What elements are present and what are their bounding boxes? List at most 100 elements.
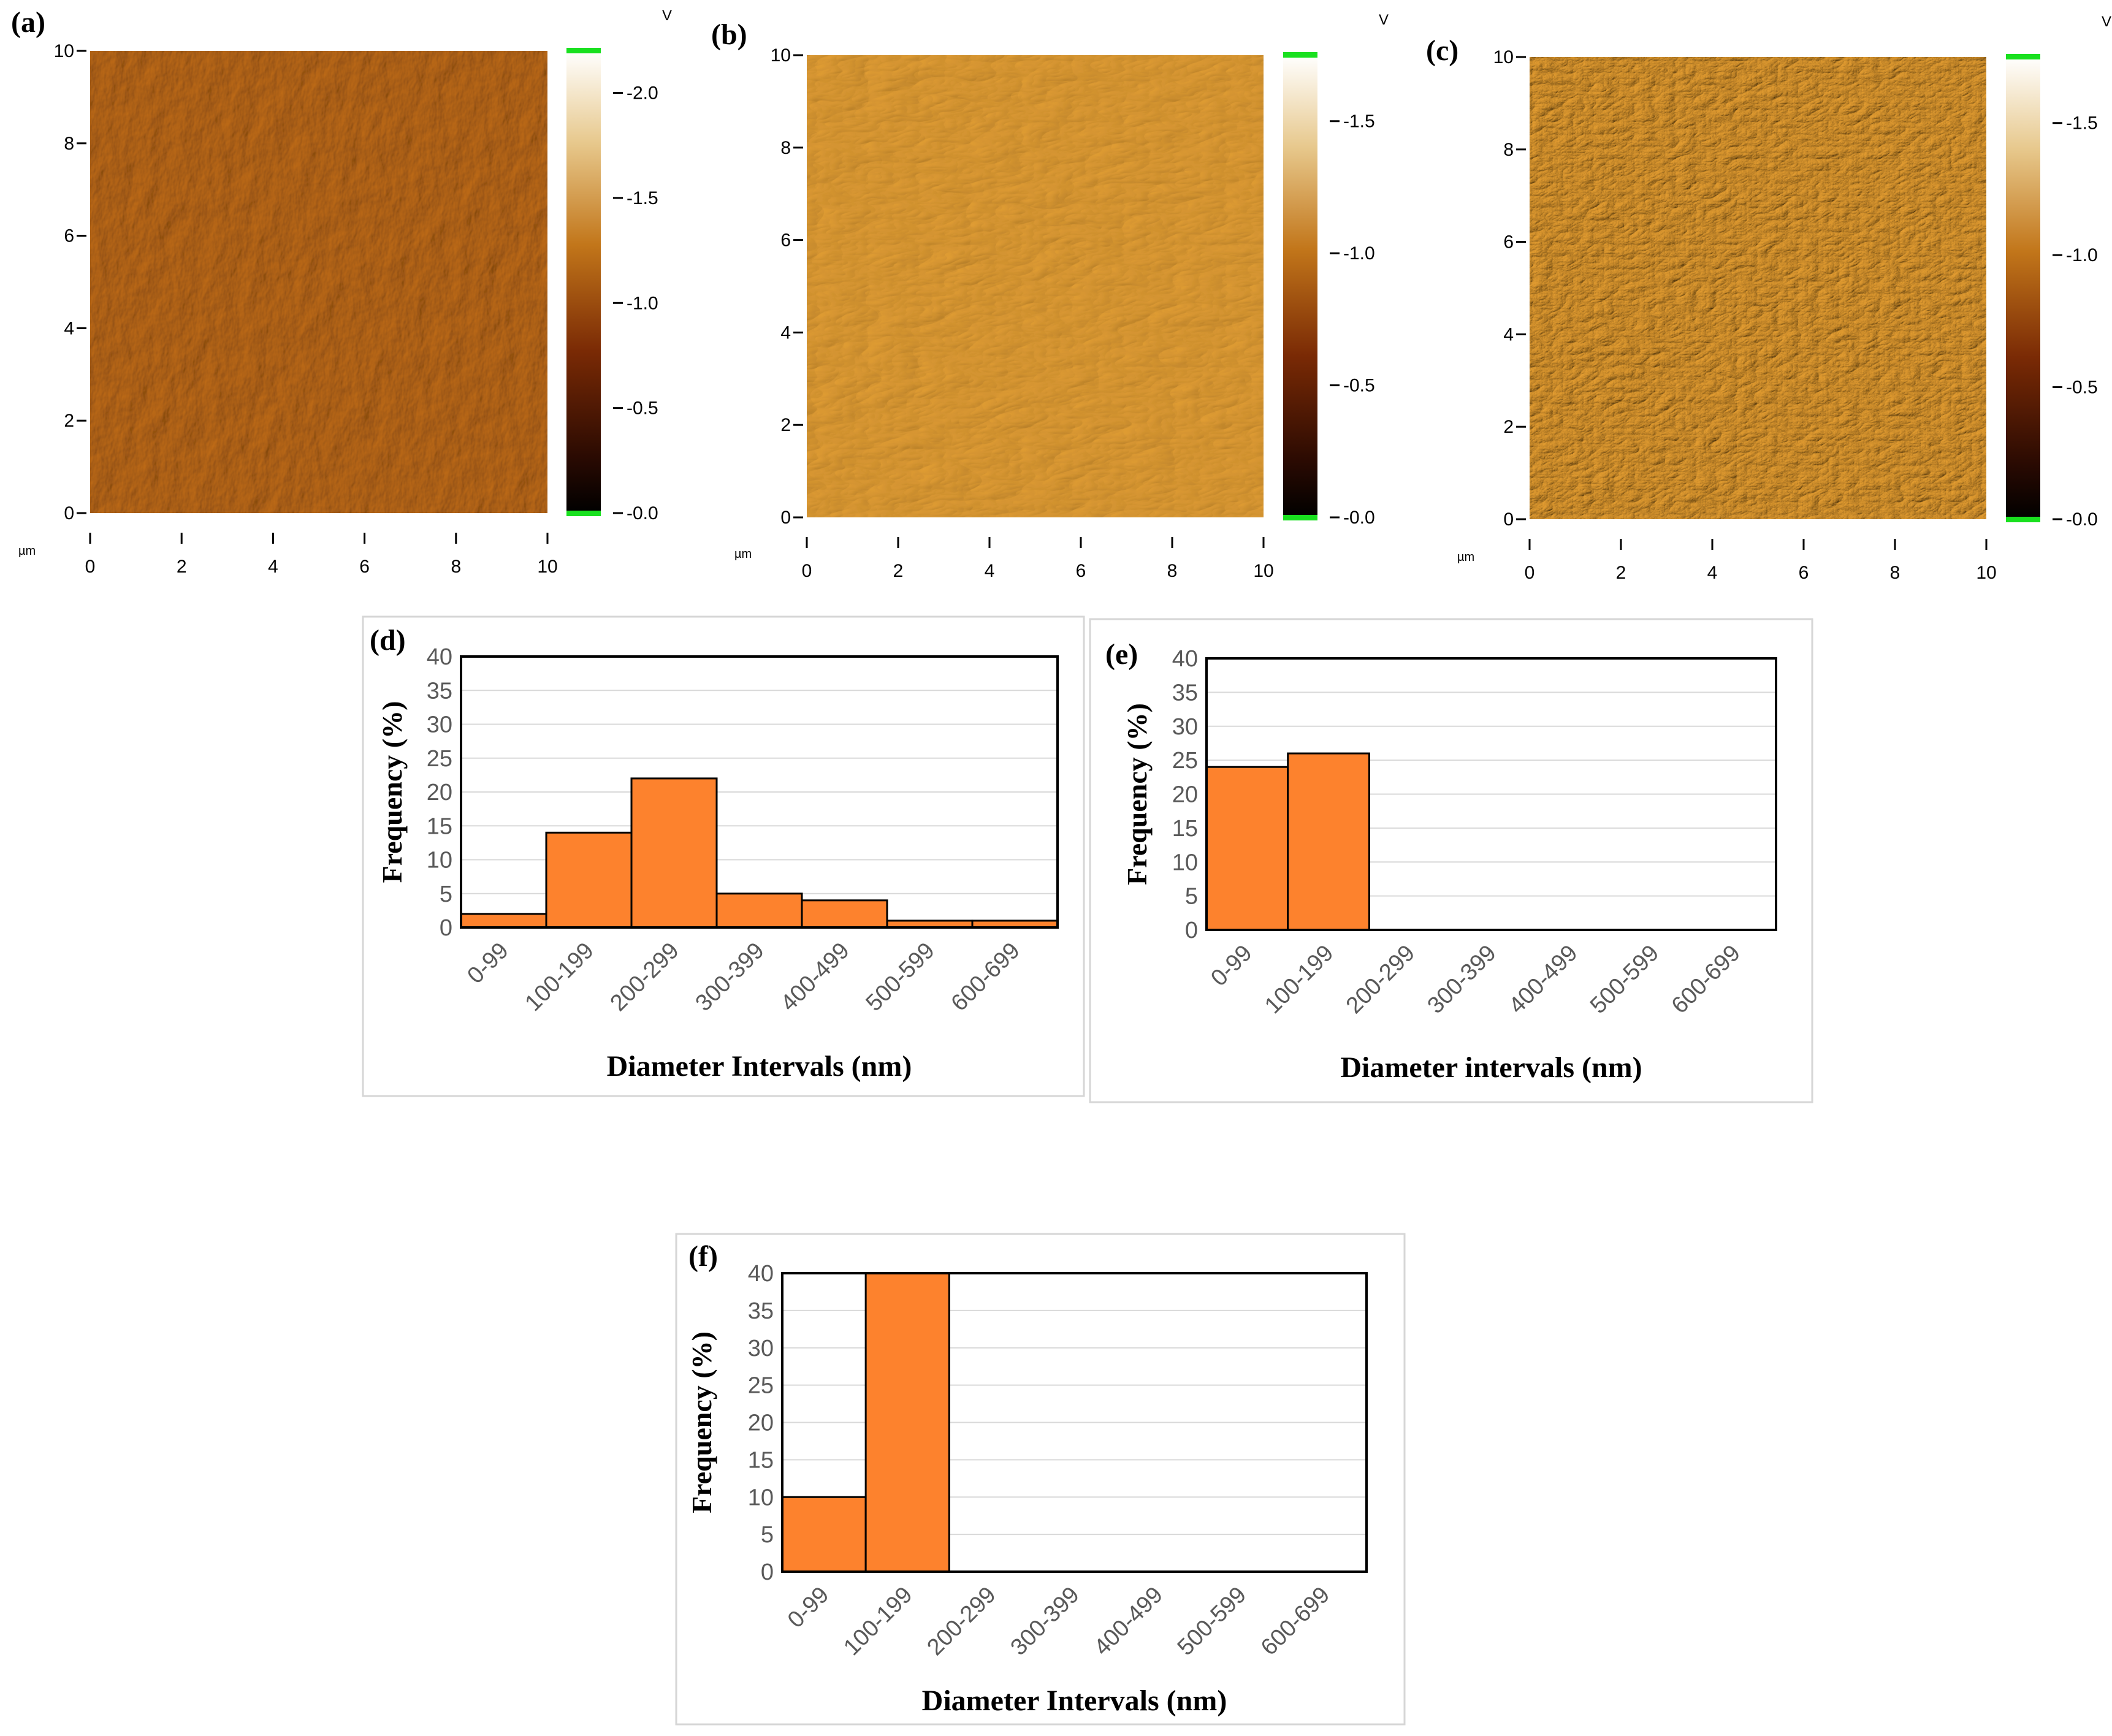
x-tick-label: 600-699 (1667, 940, 1745, 1019)
bar-0-99 (1205, 766, 1289, 931)
y-tick-label: 0 (761, 1559, 774, 1585)
colorbar-tick-label: -1.5 (1343, 112, 1375, 132)
bar-200-299 (630, 777, 718, 929)
x-tick-label: 300-399 (1006, 1582, 1085, 1661)
histogram-d-frame (362, 615, 1085, 1097)
y-tick-label: 0 (64, 503, 74, 523)
y-tick-label: 6 (64, 226, 74, 246)
colorbar-tick-label: -1.0 (2066, 245, 2098, 265)
colorbar-unit: V (1379, 12, 1389, 28)
y-tick-label: 6 (1503, 232, 1514, 253)
colorbar (2006, 57, 2040, 519)
y-tick-label: 2 (64, 411, 74, 431)
y-tick-label: 25 (748, 1373, 774, 1399)
colorbar-tick-label: -0.5 (627, 398, 658, 419)
x-tick-label: 400-499 (1504, 940, 1582, 1019)
plot-area-frame (1205, 657, 1777, 931)
afm-panel-a: (a) 0 2 4 6 8 10 0 2 4 6 8 10 µm V -2.0 -1.5 -1.0 -0.5 -0.0 (11, 6, 672, 577)
x-tick-label: 8 (1167, 561, 1178, 581)
x-axis-label: Diameter intervals (nm) (1340, 1051, 1642, 1084)
y-tick-label: 2 (1503, 417, 1514, 437)
x-tick-label: 4 (1707, 563, 1718, 583)
colorbar (1283, 55, 1317, 517)
y-tick-label: 0 (1185, 918, 1198, 943)
colorbar-min-marker (566, 511, 601, 516)
x-tick-label: 2 (893, 561, 904, 581)
x-tick-label: 500-599 (1173, 1582, 1251, 1661)
histogram-e-frame (1089, 618, 1813, 1103)
bar-0-99 (781, 1496, 867, 1573)
x-tick-label: 6 (1799, 563, 1809, 583)
x-tick-label: 300-399 (1423, 940, 1501, 1019)
afm-image (807, 55, 1264, 517)
x-tick-label: 6 (1076, 561, 1086, 581)
x-axis-label: Diameter Intervals (nm) (922, 1685, 1227, 1717)
afm-image (1530, 57, 1986, 519)
colorbar-min-marker (1283, 515, 1317, 520)
colorbar-tick-label: -0.0 (1343, 508, 1375, 528)
colorbar-tick-label: -1.0 (627, 293, 658, 313)
y-tick-label: 8 (64, 134, 74, 154)
y-tick-label: 10 (1172, 850, 1198, 875)
colorbar-tick-label: -0.5 (1343, 376, 1375, 396)
colorbar-tick-label: -0.0 (2066, 509, 2098, 530)
y-tick-label: 40 (427, 644, 452, 670)
colorbar (566, 51, 601, 513)
bar-100-199 (864, 1272, 950, 1573)
x-tick-label: 500-599 (1585, 940, 1664, 1019)
y-axis-label: Frequency (%) (686, 1331, 717, 1513)
bar-100-199 (545, 831, 633, 929)
colorbar-tick-label: -0.0 (627, 503, 658, 523)
axis-unit: µm (1457, 550, 1474, 564)
bar-300-399 (715, 893, 803, 929)
x-tick-label: 300-399 (691, 938, 769, 1016)
x-tick-label: 0 (802, 561, 812, 581)
x-tick-label: 2 (1616, 563, 1626, 583)
y-tick-label: 30 (748, 1336, 774, 1361)
bar-100-199 (1287, 752, 1370, 931)
y-tick-label: 5 (1185, 884, 1198, 910)
x-tick-label: 0-99 (462, 938, 513, 989)
y-tick-label: 35 (1172, 680, 1198, 706)
colorbar-max-marker (566, 48, 601, 53)
x-tick-label: 10 (1253, 561, 1273, 581)
y-tick-label: 6 (780, 230, 791, 251)
y-tick-label: 2 (780, 415, 791, 435)
y-axis-label: Frequency (%) (1121, 703, 1153, 885)
colorbar-tick-label: -0.5 (2066, 378, 2098, 398)
x-tick-label: 0 (85, 557, 96, 577)
panel-label: (f) (688, 1240, 718, 1273)
y-tick-label: 10 (427, 848, 452, 874)
x-tick-label: 2 (177, 557, 187, 577)
x-tick-label: 10 (1976, 563, 1996, 583)
afm-panel-c: (c) 0 2 4 6 8 10 0 2 4 6 8 10 µm V -1.5 -1.0 -0.5 -0.0 (1426, 13, 2111, 583)
plot-area-frame (460, 655, 1059, 929)
x-tick-label: 0-99 (1206, 940, 1257, 991)
x-tick-label: 400-499 (776, 938, 855, 1016)
panel-label: (a) (11, 6, 45, 39)
y-axis-label: Frequency (%) (376, 701, 408, 883)
bar-400-499 (801, 899, 888, 929)
y-tick-label: 5 (440, 881, 452, 907)
x-tick-label: 600-699 (1256, 1582, 1335, 1661)
y-tick-label: 30 (427, 712, 452, 738)
x-tick-label: 4 (268, 557, 278, 577)
afm-image (90, 51, 547, 513)
x-tick-label: 4 (985, 561, 995, 581)
x-tick-label: 100-199 (839, 1582, 917, 1661)
y-tick-label: 15 (427, 813, 452, 839)
colorbar-max-marker (1283, 52, 1317, 58)
histogram-f: 0 5 10 15 20 25 30 35 40 0-99 100-199 200-299 300-39… (686, 1240, 1368, 1717)
bar-0-99 (460, 913, 547, 929)
panel-label: (c) (1426, 34, 1458, 67)
x-tick-label: 10 (537, 557, 557, 577)
y-tick-label: 5 (761, 1522, 774, 1548)
colorbar-unit: V (662, 7, 672, 24)
x-tick-label: 6 (359, 557, 370, 577)
y-tick-label: 10 (748, 1485, 774, 1510)
colorbar-tick-label: -1.0 (1343, 243, 1375, 264)
x-tick-label: 0-99 (783, 1582, 834, 1633)
panel-label: (b) (711, 18, 747, 51)
colorbar-min-marker (2006, 517, 2040, 522)
